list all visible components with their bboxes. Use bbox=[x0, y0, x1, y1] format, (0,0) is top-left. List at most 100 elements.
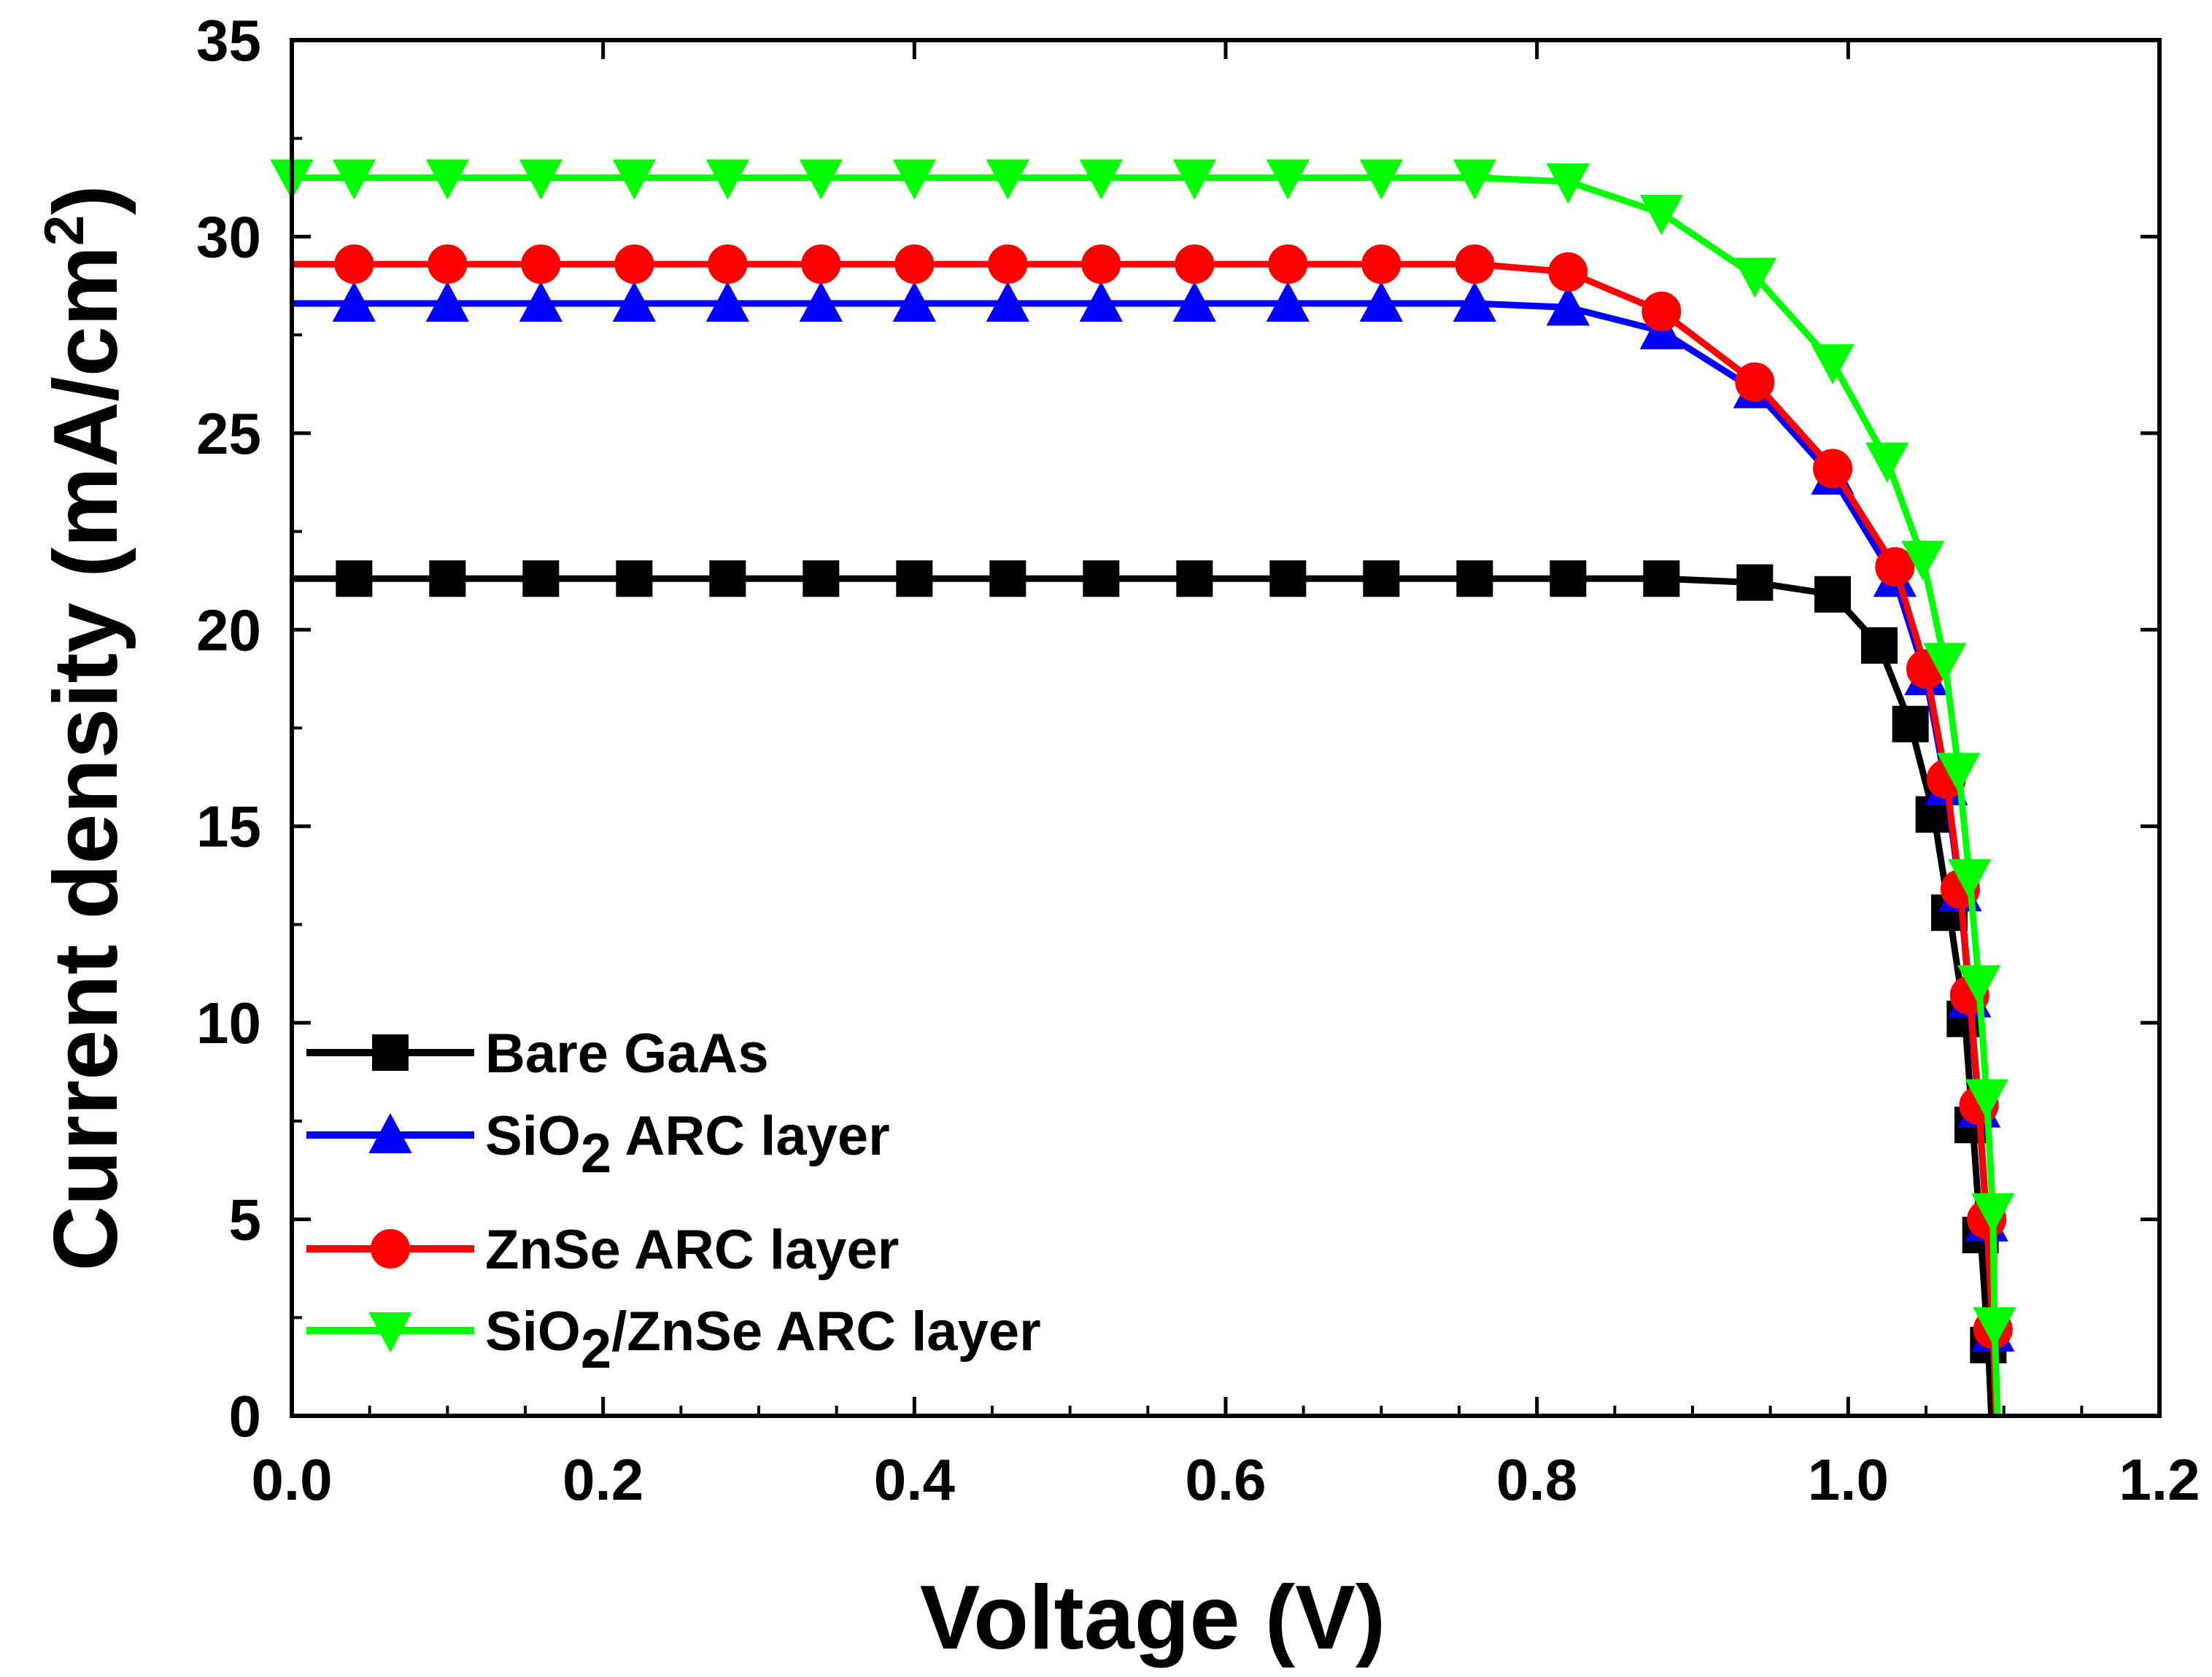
data-point bbox=[1176, 560, 1213, 597]
series-line bbox=[292, 174, 2001, 1417]
data-point bbox=[1937, 753, 1981, 794]
y-tick-label: 25 bbox=[196, 401, 261, 466]
data-point bbox=[1957, 965, 2001, 1006]
data-point bbox=[1083, 560, 1120, 597]
data-point bbox=[1814, 576, 1851, 613]
data-point bbox=[1813, 449, 1852, 489]
data-point bbox=[1861, 627, 1898, 664]
data-point bbox=[1363, 560, 1400, 597]
data-point bbox=[616, 560, 653, 597]
data-point bbox=[1359, 159, 1404, 200]
axis-ticks bbox=[290, 38, 2162, 1418]
data-point bbox=[799, 159, 843, 200]
y-axis-label: Current density (mA/cm2) bbox=[34, 185, 136, 1271]
data-point bbox=[1733, 257, 1777, 298]
legend-marker bbox=[368, 1312, 412, 1353]
data-point bbox=[1175, 244, 1215, 284]
data-point bbox=[1268, 244, 1308, 284]
data-point bbox=[332, 281, 376, 322]
data-point bbox=[334, 244, 374, 284]
legend-label: SiO2 ARC layer bbox=[485, 1105, 890, 1185]
data-point bbox=[1172, 281, 1217, 322]
data-point bbox=[989, 560, 1026, 597]
legend-label: Bare GaAs bbox=[485, 1023, 769, 1085]
data-point bbox=[709, 560, 746, 597]
data-point bbox=[1453, 281, 1497, 322]
data-point bbox=[1546, 163, 1590, 204]
data-point bbox=[612, 281, 657, 322]
plot-series bbox=[270, 159, 2016, 1417]
data-point bbox=[1643, 560, 1680, 597]
legend-marker bbox=[368, 1112, 412, 1153]
data-point bbox=[896, 560, 933, 597]
data-point bbox=[1359, 281, 1404, 322]
legend-item: ZnSe ARC layer bbox=[306, 1219, 899, 1281]
data-point bbox=[1079, 281, 1124, 322]
x-tick-label: 0.6 bbox=[1185, 1447, 1266, 1512]
data-point bbox=[521, 244, 561, 284]
legend-marker bbox=[371, 1229, 410, 1269]
data-point bbox=[1455, 244, 1495, 284]
data-point bbox=[336, 560, 373, 597]
data-point bbox=[1639, 195, 1684, 236]
y-tick-label: 5 bbox=[229, 1188, 262, 1252]
y-tick-label: 0 bbox=[229, 1384, 262, 1449]
legend-marker bbox=[372, 1034, 409, 1071]
data-point bbox=[1456, 560, 1493, 597]
data-point bbox=[801, 244, 841, 284]
data-point bbox=[429, 560, 466, 597]
data-point bbox=[1811, 344, 1855, 384]
y-tick-label: 20 bbox=[196, 597, 261, 662]
data-point bbox=[894, 244, 935, 284]
data-point bbox=[892, 281, 937, 322]
data-point bbox=[1361, 244, 1401, 284]
data-point bbox=[425, 281, 470, 322]
data-point bbox=[705, 281, 750, 322]
data-point bbox=[799, 281, 843, 322]
data-point bbox=[1965, 1079, 2008, 1120]
x-tick-label: 0.2 bbox=[562, 1447, 643, 1512]
legend-label: ZnSe ARC layer bbox=[485, 1219, 899, 1281]
data-point bbox=[1269, 560, 1307, 597]
data-point bbox=[988, 244, 1028, 284]
legend-item: SiO2/ZnSe ARC layer bbox=[306, 1301, 1041, 1380]
series-3 bbox=[270, 159, 2016, 1417]
data-point bbox=[1892, 705, 1929, 743]
data-point bbox=[1641, 291, 1682, 331]
x-tick-label: 0.4 bbox=[874, 1447, 956, 1512]
data-point bbox=[1546, 285, 1590, 326]
legend-item: Bare GaAs bbox=[306, 1023, 769, 1085]
data-point bbox=[1948, 859, 1992, 899]
x-tick-label: 1.0 bbox=[1808, 1447, 1889, 1512]
data-point bbox=[803, 560, 840, 597]
y-tick-label: 30 bbox=[196, 204, 261, 269]
data-point bbox=[1079, 159, 1124, 200]
data-point bbox=[428, 244, 468, 284]
data-point bbox=[425, 159, 470, 200]
legend: Bare GaAs SiO2 ARC layer ZnSe ARC layer Si… bbox=[306, 1023, 1041, 1380]
data-point bbox=[1922, 643, 1967, 683]
data-point bbox=[1550, 560, 1587, 597]
data-point bbox=[522, 560, 560, 597]
legend-label: SiO2/ZnSe ARC layer bbox=[485, 1301, 1041, 1380]
data-point bbox=[1266, 281, 1310, 322]
data-point bbox=[1901, 541, 1945, 581]
data-point bbox=[1081, 244, 1121, 284]
series-line bbox=[292, 575, 1995, 1417]
data-point bbox=[1453, 159, 1497, 200]
tick-labels: 0.0 0.2 0.4 0.6 0.8 1.0 1.2 0 5 10 15 20 25 30 35 bbox=[196, 8, 2200, 1512]
data-point bbox=[519, 159, 563, 200]
y-axis-label-sup: 2 bbox=[34, 215, 96, 246]
data-point bbox=[705, 159, 750, 200]
legend-item: SiO2 ARC layer bbox=[306, 1105, 890, 1185]
data-point bbox=[1548, 252, 1588, 292]
data-point bbox=[708, 244, 748, 284]
data-point bbox=[612, 159, 657, 200]
y-tick-label: 10 bbox=[196, 991, 261, 1056]
y-tick-label: 35 bbox=[196, 8, 261, 73]
data-point bbox=[1865, 442, 1909, 483]
data-point bbox=[1266, 159, 1310, 200]
data-point bbox=[1971, 1193, 2015, 1233]
x-tick-label: 1.2 bbox=[2119, 1447, 2200, 1512]
series-0 bbox=[292, 560, 2007, 1417]
